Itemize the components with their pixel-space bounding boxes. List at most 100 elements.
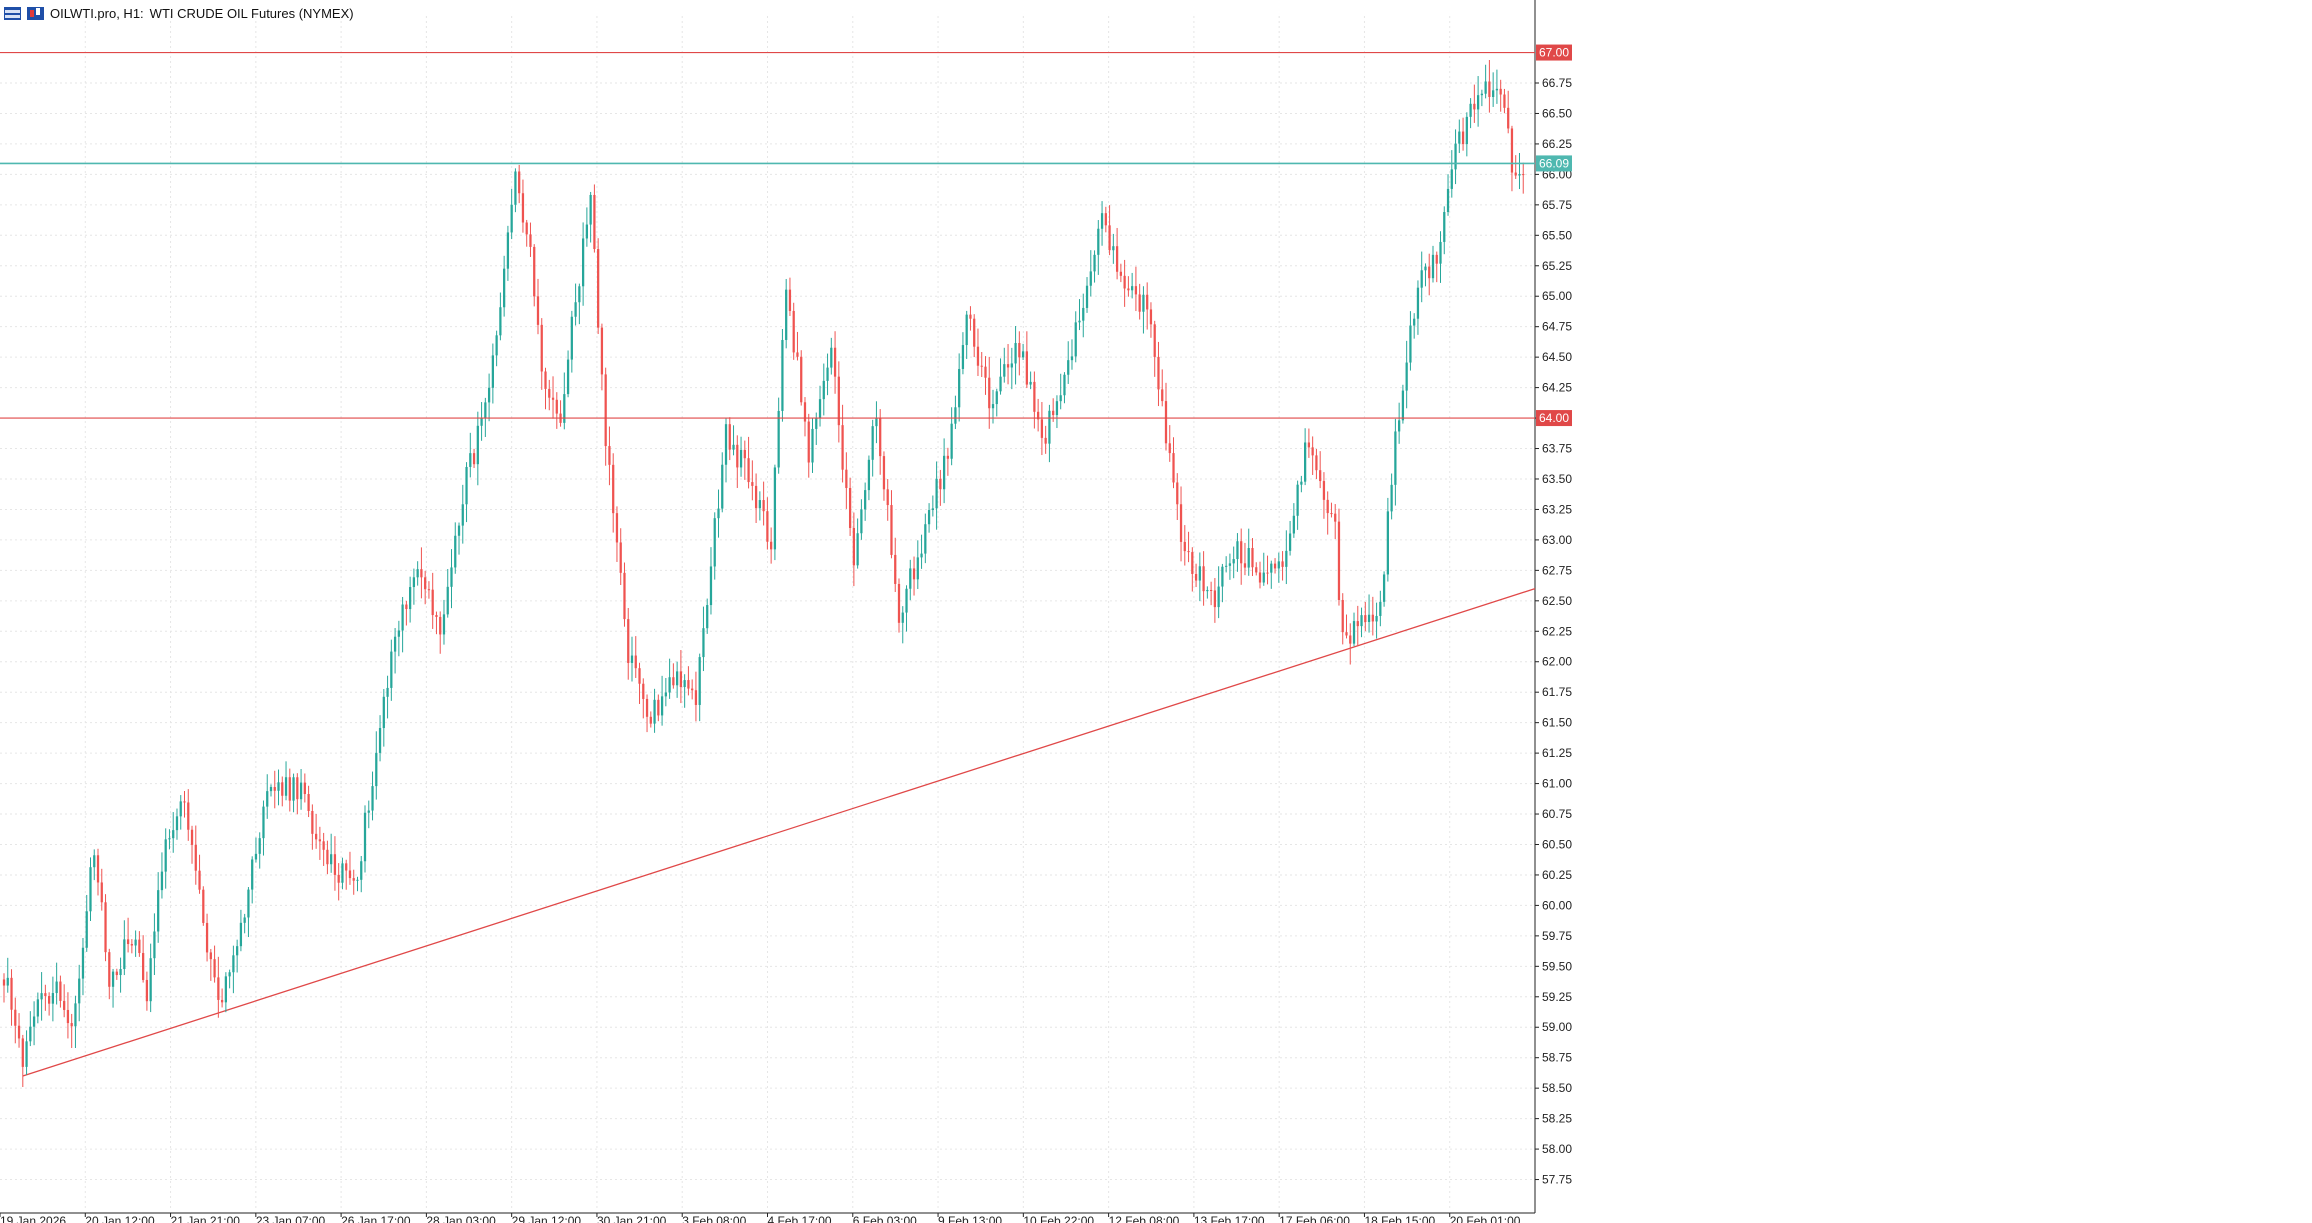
candle-body [980, 365, 983, 367]
candle [886, 479, 889, 521]
candle [905, 585, 908, 632]
candle [1367, 594, 1371, 633]
candle-body [1341, 599, 1344, 633]
candle-body [566, 359, 570, 395]
candle-body [1288, 533, 1292, 551]
candle [521, 179, 525, 233]
candle-body [1450, 169, 1453, 189]
candle-body [845, 469, 848, 488]
candle [217, 956, 220, 1018]
candle [920, 534, 923, 569]
candle-body [450, 567, 453, 587]
time-tick-label: 17 Feb 06:00 [1279, 1214, 1350, 1223]
candle-body [1499, 88, 1502, 95]
candle [833, 331, 837, 394]
chart-window-icon[interactable] [27, 6, 44, 20]
candle [243, 913, 246, 934]
candle [1168, 425, 1171, 462]
candle-body [1146, 294, 1149, 310]
candle-body [679, 671, 683, 688]
candle-body [236, 946, 239, 956]
candle-body [529, 234, 532, 247]
candle [1153, 320, 1156, 377]
candle [100, 868, 103, 911]
candle [89, 857, 92, 921]
candle [1371, 596, 1374, 636]
candle-body [593, 194, 596, 250]
candle-body [1232, 559, 1235, 564]
candle [1522, 162, 1525, 194]
candle-body [969, 314, 972, 319]
candle-body [1161, 389, 1164, 402]
candle-body [145, 979, 149, 1002]
candle [1191, 547, 1194, 592]
candle [717, 489, 720, 538]
candle [980, 352, 983, 378]
candle-body [634, 655, 637, 669]
price-tick-label: 62.25 [1542, 624, 1572, 638]
candle-body [284, 777, 288, 796]
candle-body [111, 971, 115, 987]
candle [642, 678, 645, 719]
candle-body [1255, 567, 1258, 573]
candle-body [337, 874, 340, 883]
candle-body [1292, 515, 1295, 534]
candle [1465, 112, 1468, 157]
symbols-list-icon[interactable] [4, 6, 21, 20]
price-tick-label: 59.50 [1542, 959, 1572, 973]
candle-body [822, 380, 825, 400]
candle [1273, 558, 1277, 574]
candle [706, 598, 709, 634]
candle [1503, 88, 1506, 114]
candle [1115, 227, 1119, 280]
candle-body [785, 289, 788, 340]
price-tick-label: 60.00 [1542, 898, 1572, 912]
price-tick-label: 58.50 [1542, 1081, 1572, 1095]
candle [1063, 372, 1066, 404]
candle [96, 848, 100, 896]
candle-body [886, 489, 889, 506]
candle-body [642, 683, 645, 699]
candle-body [1209, 589, 1213, 591]
candle-body [924, 524, 927, 554]
candle [1315, 448, 1318, 480]
candle [1473, 84, 1476, 123]
time-tick-label: 21 Jan 21:00 [171, 1214, 241, 1223]
candle [1476, 76, 1480, 127]
candle-body [134, 939, 137, 946]
candle-body [830, 347, 833, 368]
candle-body [1142, 294, 1145, 312]
candle-body [1236, 541, 1239, 560]
candle [157, 872, 160, 943]
candle [935, 461, 938, 530]
candle-body [533, 246, 536, 297]
candle-body [1507, 107, 1510, 129]
candle [1055, 395, 1059, 429]
candle [213, 945, 216, 983]
candle-body [1025, 351, 1028, 385]
candle-body [1176, 482, 1179, 505]
symbol-description: WTI CRUDE OIL Futures (NYMEX) [149, 5, 354, 21]
candle-body [96, 855, 100, 883]
candle-body [371, 786, 374, 811]
price-tick-label: 63.50 [1542, 472, 1572, 486]
candle-body [988, 377, 991, 409]
candle [1364, 601, 1367, 632]
time-tick-label: 20 Jan 12:00 [85, 1214, 155, 1223]
candle [830, 337, 833, 375]
candle-body [1480, 93, 1484, 96]
candle [1349, 623, 1352, 665]
price-tick-label: 58.75 [1542, 1051, 1572, 1065]
candle [74, 995, 77, 1048]
candle-body [1100, 213, 1104, 229]
candle [175, 808, 179, 840]
candle [1431, 245, 1435, 283]
candle-body [1454, 143, 1457, 170]
time-tick-label: 12 Feb 08:00 [1109, 1214, 1180, 1223]
candle [442, 599, 446, 645]
candle-body [807, 421, 810, 463]
candle [1194, 563, 1198, 588]
candle [781, 328, 784, 422]
candle [81, 937, 85, 996]
candle-body [574, 302, 577, 317]
